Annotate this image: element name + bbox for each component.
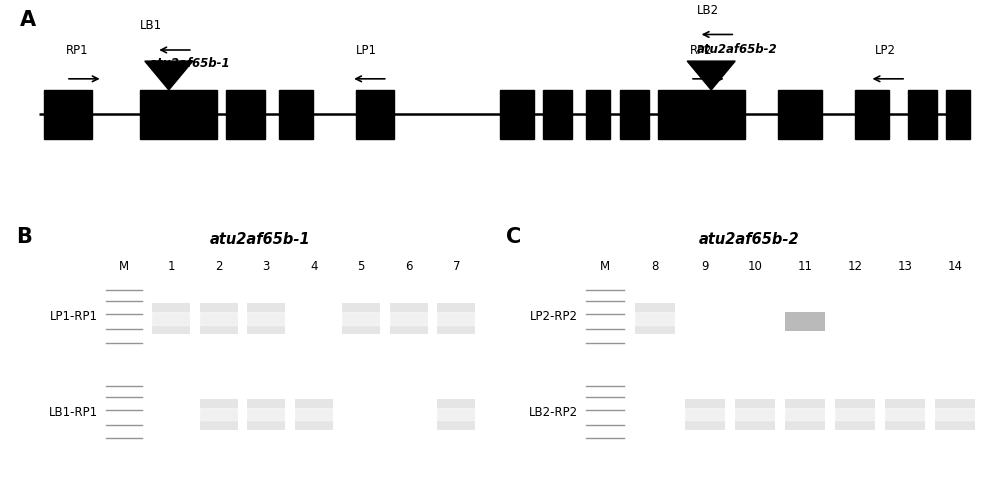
Text: LB2-RP2: LB2-RP2 — [529, 406, 578, 418]
Text: 7: 7 — [452, 260, 460, 273]
Text: LB1-RP1: LB1-RP1 — [49, 406, 98, 418]
Text: B: B — [16, 227, 32, 247]
Bar — [735, 399, 775, 429]
Text: atu2af65b-2: atu2af65b-2 — [699, 232, 799, 247]
Text: RP1: RP1 — [66, 44, 89, 56]
Text: 6: 6 — [405, 260, 413, 273]
Bar — [140, 90, 217, 139]
Bar — [279, 90, 313, 139]
Bar — [437, 303, 475, 334]
Bar — [247, 399, 285, 429]
Text: 12: 12 — [848, 260, 862, 273]
Bar — [200, 399, 238, 429]
Text: LB2: LB2 — [697, 4, 719, 17]
Text: 9: 9 — [701, 260, 709, 273]
Bar — [295, 399, 333, 429]
Text: A: A — [20, 10, 36, 30]
Bar — [200, 303, 238, 334]
Bar — [44, 90, 92, 139]
Text: 10: 10 — [748, 260, 762, 273]
Text: RP2: RP2 — [690, 44, 713, 56]
Text: 4: 4 — [310, 260, 318, 273]
Text: LP1: LP1 — [356, 44, 377, 56]
Bar — [885, 399, 925, 429]
Bar — [835, 399, 875, 429]
Text: 1: 1 — [168, 260, 175, 273]
Bar — [658, 90, 745, 139]
Bar — [946, 90, 970, 139]
Polygon shape — [687, 61, 735, 90]
Text: LP2-RP2: LP2-RP2 — [530, 310, 578, 323]
Text: 3: 3 — [263, 260, 270, 273]
Text: 8: 8 — [651, 260, 659, 273]
Text: atu2af65b-1: atu2af65b-1 — [150, 56, 230, 70]
Bar — [620, 90, 649, 139]
Text: 11: 11 — [798, 260, 812, 273]
Text: LP2: LP2 — [874, 44, 895, 56]
Text: LP1-RP1: LP1-RP1 — [50, 310, 98, 323]
Bar — [437, 399, 475, 429]
Bar — [685, 399, 725, 429]
Bar — [500, 90, 534, 139]
Bar — [342, 303, 380, 334]
Text: 14: 14 — [948, 260, 962, 273]
Text: atu2af65b-2: atu2af65b-2 — [697, 43, 777, 56]
Bar — [855, 90, 889, 139]
Bar — [785, 399, 825, 429]
Text: M: M — [119, 260, 129, 273]
Text: LB1: LB1 — [140, 19, 162, 32]
Text: M: M — [600, 260, 610, 273]
Bar — [247, 303, 285, 334]
Bar — [908, 90, 937, 139]
Bar — [935, 399, 975, 429]
Bar — [226, 90, 265, 139]
Bar — [586, 90, 610, 139]
Bar — [785, 312, 825, 331]
Polygon shape — [145, 61, 193, 90]
Text: C: C — [506, 227, 521, 247]
Bar — [356, 90, 394, 139]
Bar — [390, 303, 428, 334]
Bar — [152, 303, 190, 334]
Text: atu2af65b-1: atu2af65b-1 — [210, 232, 310, 247]
Text: 5: 5 — [358, 260, 365, 273]
Bar — [635, 303, 675, 334]
Text: 2: 2 — [215, 260, 222, 273]
Bar — [543, 90, 572, 139]
Bar — [778, 90, 822, 139]
Text: 13: 13 — [898, 260, 912, 273]
